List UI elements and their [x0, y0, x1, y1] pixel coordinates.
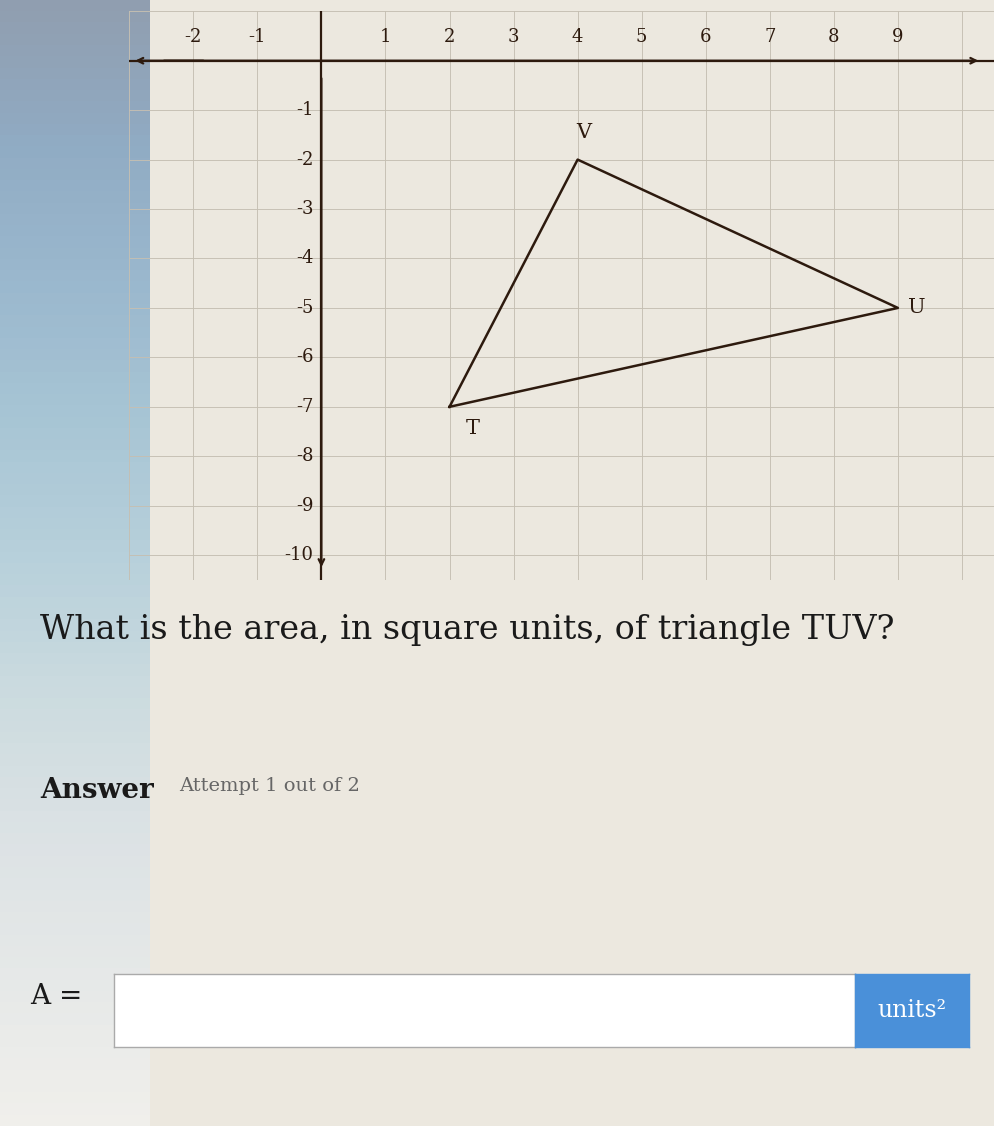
Text: 9: 9: [893, 28, 904, 46]
Text: A =: A =: [30, 983, 83, 1010]
Text: T: T: [465, 419, 479, 438]
Text: -9: -9: [296, 497, 314, 515]
Text: 7: 7: [764, 28, 775, 46]
Text: U: U: [908, 298, 925, 318]
Text: -8: -8: [296, 447, 314, 465]
Text: -2: -2: [296, 151, 314, 169]
Text: 1: 1: [380, 28, 392, 46]
Text: 5: 5: [636, 28, 647, 46]
Text: -7: -7: [296, 397, 314, 415]
Text: What is the area, in square units, of triangle TUV?: What is the area, in square units, of tr…: [40, 614, 895, 645]
Text: Attempt 1 out of 2: Attempt 1 out of 2: [179, 777, 360, 795]
Text: V: V: [577, 123, 591, 142]
Text: -3: -3: [296, 200, 314, 218]
Text: 6: 6: [700, 28, 712, 46]
Text: -6: -6: [296, 348, 314, 366]
Text: -4: -4: [296, 250, 314, 268]
Text: 2: 2: [444, 28, 455, 46]
Text: -1: -1: [248, 28, 266, 46]
Text: 8: 8: [828, 28, 840, 46]
Text: Answer: Answer: [40, 777, 153, 804]
Text: units²: units²: [878, 999, 946, 1022]
Text: -2: -2: [185, 28, 202, 46]
Text: -5: -5: [296, 298, 314, 316]
Text: 3: 3: [508, 28, 519, 46]
Text: -1: -1: [296, 101, 314, 119]
Text: -10: -10: [284, 546, 314, 564]
Text: 4: 4: [572, 28, 583, 46]
